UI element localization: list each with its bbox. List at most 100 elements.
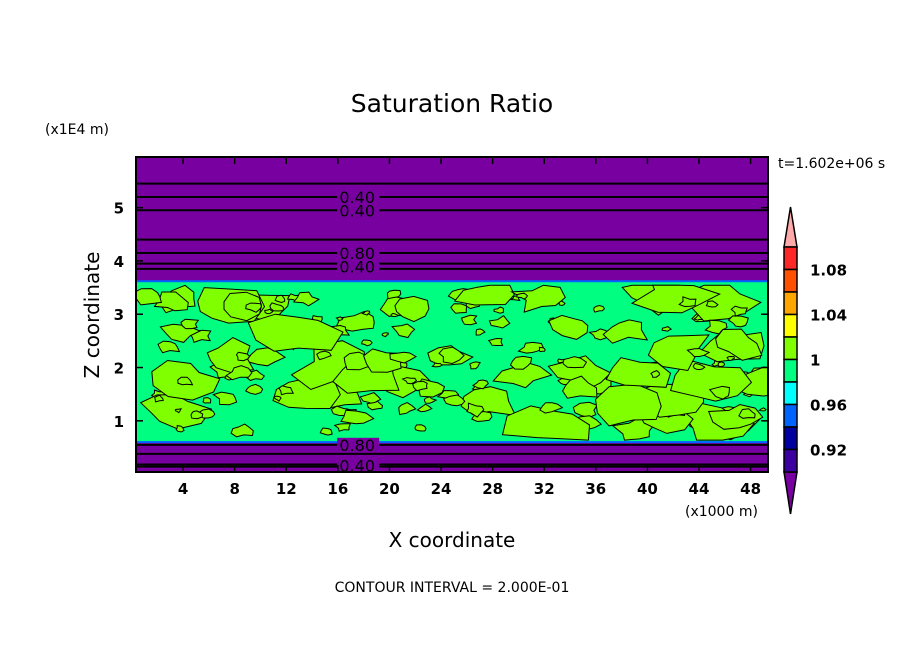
colorbar-label: 1.08 bbox=[810, 262, 847, 280]
supersaturated-region-blob bbox=[381, 332, 389, 338]
supersaturated-region-blob bbox=[230, 423, 254, 438]
supersaturated-region-blob bbox=[517, 341, 545, 354]
colorbar-label: 1 bbox=[810, 352, 820, 370]
x-tick-label: 32 bbox=[534, 480, 555, 498]
contour-label-bg bbox=[337, 259, 380, 274]
x-tick-label: 16 bbox=[327, 480, 348, 498]
x-axis-label: X coordinate bbox=[389, 528, 516, 552]
supersaturated-region-blob bbox=[361, 339, 373, 347]
supersaturated-region-blob bbox=[245, 302, 262, 313]
supersaturated-region-blob bbox=[686, 348, 711, 358]
supersaturated-region-blob bbox=[692, 362, 706, 371]
x-tick-label: 20 bbox=[379, 480, 400, 498]
supersaturated-region-blob bbox=[466, 402, 485, 418]
supersaturated-region-blob bbox=[705, 300, 719, 308]
x-tick-label: 36 bbox=[585, 480, 606, 498]
colorbar-over-triangle bbox=[783, 206, 798, 248]
contour-label-bg bbox=[337, 189, 380, 204]
supersaturated-region-blob bbox=[488, 315, 511, 329]
supersaturated-region-blob bbox=[715, 328, 763, 361]
colorbar-swatch bbox=[783, 448, 798, 473]
colorbar-swatch bbox=[783, 426, 798, 451]
colorbar-swatch bbox=[783, 246, 798, 271]
supersaturated-region-blob bbox=[669, 359, 753, 402]
supersaturated-region-blob bbox=[758, 407, 767, 412]
supersaturated-region-blob bbox=[335, 316, 344, 321]
supersaturated-region-blob bbox=[366, 400, 384, 411]
supersaturated-region-blob bbox=[431, 362, 443, 368]
supersaturated-region-blob bbox=[442, 394, 466, 407]
colorbar-swatch bbox=[783, 268, 798, 293]
colorbar-swatch bbox=[783, 381, 798, 406]
supersaturated-region-blob bbox=[557, 358, 565, 364]
contour-label-bg bbox=[337, 245, 380, 260]
supersaturated-region-blob bbox=[391, 323, 416, 339]
supersaturated-region-blob bbox=[572, 401, 598, 419]
contour-label-bg bbox=[337, 203, 380, 218]
supersaturated-region-blob bbox=[343, 351, 370, 371]
y-tick-label: 3 bbox=[114, 306, 124, 324]
supersaturated-region-blob bbox=[389, 351, 418, 364]
supersaturated-region-blob bbox=[501, 405, 591, 441]
supersaturated-region-blob bbox=[726, 355, 735, 361]
supersaturated-region-blob bbox=[605, 357, 672, 388]
supersaturated-region-blob bbox=[274, 294, 286, 304]
x-unit-label: (x1000 m) bbox=[685, 504, 758, 520]
supersaturated-region-blob bbox=[319, 427, 333, 436]
supersaturated-region-blob bbox=[414, 424, 427, 432]
colorbar-swatch bbox=[783, 403, 798, 428]
supersaturated-region-blob bbox=[738, 408, 756, 419]
supersaturated-region-blob bbox=[539, 402, 564, 414]
supersaturated-region-blob bbox=[398, 402, 417, 416]
x-tick-label: 28 bbox=[482, 480, 503, 498]
supersaturated-region-blob bbox=[475, 328, 486, 336]
supersaturated-region-blob bbox=[678, 296, 697, 308]
colorbar-swatch bbox=[783, 336, 798, 361]
supersaturated-region-blob bbox=[278, 385, 295, 396]
supersaturated-region-blob bbox=[727, 315, 749, 328]
supersaturated-region-blob bbox=[487, 337, 504, 347]
supersaturated-region-blob bbox=[594, 383, 662, 427]
supersaturated-region-blob bbox=[177, 376, 194, 386]
contour-label: 0.80 bbox=[339, 244, 375, 263]
contour-label-bg bbox=[337, 458, 380, 472]
x-tick-label: 8 bbox=[229, 480, 239, 498]
supersaturated-region-blob bbox=[650, 370, 661, 378]
supersaturated-region-blob bbox=[538, 346, 546, 353]
contour-label-bg bbox=[337, 437, 380, 452]
supersaturated-region-blob bbox=[717, 361, 726, 368]
contour-label: 0.40 bbox=[339, 201, 375, 220]
supersaturated-region-blob bbox=[558, 300, 566, 307]
supersaturated-region-blob bbox=[516, 292, 529, 300]
y-tick-label: 2 bbox=[114, 360, 124, 378]
x-tick-label: 24 bbox=[431, 480, 452, 498]
supersaturated-region-blob bbox=[509, 355, 533, 370]
supersaturated-region-blob bbox=[316, 350, 332, 361]
supersaturated-region-blob bbox=[412, 380, 428, 392]
contour-label: 0.80 bbox=[339, 436, 375, 455]
supersaturated-region-blob bbox=[180, 318, 200, 330]
supersaturated-region-blob bbox=[247, 313, 344, 352]
supersaturated-region-blob bbox=[708, 385, 731, 400]
colorbar-swatch bbox=[783, 291, 798, 316]
time-label: t=1.602e+06 s bbox=[778, 156, 885, 172]
plot-area: 0.400.400.800.400.800.404 8 12 16 20 24 28 32 36… bbox=[114, 156, 769, 498]
colorbar-swatch bbox=[783, 358, 798, 383]
contour-interval-footer: CONTOUR INTERVAL = 2.000E-01 bbox=[335, 580, 570, 596]
supersaturated-region-blob bbox=[333, 423, 352, 432]
y-unit-label: (x1E4 m) bbox=[45, 122, 109, 138]
colorbar-label: 0.92 bbox=[810, 442, 847, 460]
supersaturated-region-blob bbox=[340, 409, 375, 425]
supersaturated-region-blob bbox=[335, 310, 375, 332]
y-tick-label: 1 bbox=[114, 413, 124, 431]
supersaturated-region-blob bbox=[423, 396, 438, 404]
supersaturated-region-blob bbox=[386, 289, 402, 300]
supersaturated-region-blob bbox=[704, 319, 728, 335]
supersaturated-region-blob bbox=[460, 314, 478, 326]
x-tick-label: 12 bbox=[276, 480, 297, 498]
supersaturated-region-blob bbox=[661, 326, 673, 332]
supersaturated-region-blob bbox=[401, 377, 418, 385]
supersaturated-region-blob bbox=[157, 340, 181, 354]
supersaturated-region-blob bbox=[593, 304, 606, 313]
